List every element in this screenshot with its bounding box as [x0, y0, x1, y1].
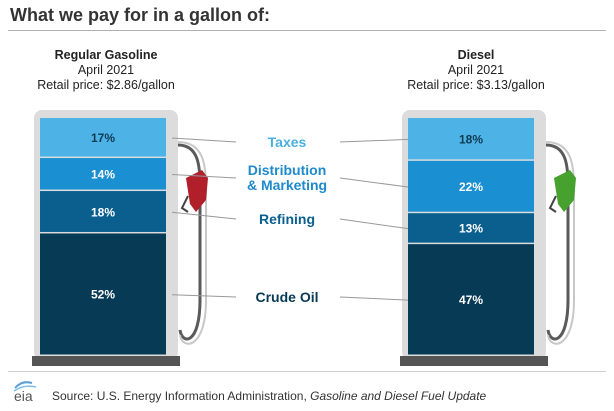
- gasoline-date: April 2021: [77, 63, 135, 77]
- source-publication: Gasoline and Diesel Fuel Update: [310, 389, 487, 403]
- taxes-connector-right: [339, 138, 409, 143]
- taxes-legend-label: Taxes: [268, 134, 307, 150]
- diesel-taxes-bar: [408, 118, 534, 160]
- gasoline-nozzle-trigger: [180, 195, 189, 213]
- distribution-legend-label-2: & Marketing: [247, 177, 327, 193]
- refining-connector-right: [339, 218, 409, 230]
- crude-connector-right: [339, 296, 409, 301]
- gasoline-price: Retail price: $2.86/gallon: [37, 78, 175, 92]
- diesel-name: Diesel: [457, 48, 495, 62]
- diesel-crude-label: 47%: [459, 293, 483, 307]
- diesel-refining-label: 13%: [459, 222, 483, 236]
- title-divider: [8, 30, 606, 31]
- gasoline-pump-base: [32, 356, 180, 366]
- gasoline-nozzle-icon: [186, 170, 208, 212]
- chart-title: What we pay for in a gallon of:: [10, 5, 271, 25]
- diesel-pump-base: [400, 356, 548, 366]
- diesel-taxes-label: 18%: [459, 132, 483, 146]
- diesel-crude-bar: [408, 244, 534, 355]
- gasoline-taxes-label: 17%: [91, 131, 115, 145]
- gasoline-taxes-bar: [40, 118, 166, 157]
- footer-divider: [8, 371, 606, 372]
- diesel-nozzle-icon: [554, 170, 576, 212]
- gasoline-hose: [177, 143, 202, 341]
- distribution-connector-left: [171, 174, 237, 179]
- gasoline-hose-highlight: [177, 141, 207, 345]
- diesel-hose: [545, 143, 570, 341]
- source-note: Source: U.S. Energy Information Administ…: [52, 389, 486, 403]
- gasoline-refining-bar: [40, 191, 166, 232]
- gasoline-name: Regular Gasoline: [54, 48, 158, 62]
- eia-logo-text: eia: [14, 388, 33, 403]
- gasoline-header: Regular Gasoline April 2021 Retail price…: [20, 48, 192, 93]
- refining-legend-label: Refining: [259, 211, 315, 227]
- distribution-legend-label-1: Distribution: [248, 162, 327, 178]
- diesel-header: Diesel April 2021 Retail price: $3.13/ga…: [390, 48, 562, 93]
- diesel-distribution-bar: [408, 160, 534, 212]
- diesel-refining-bar: [408, 213, 534, 243]
- gasoline-refining-label: 18%: [91, 205, 115, 219]
- distribution-connector-right: [339, 177, 409, 188]
- crude-connector-left: [171, 294, 237, 298]
- gasoline-crude-bar: [40, 233, 166, 355]
- diesel-nozzle-trigger: [548, 195, 557, 213]
- gasoline-crude-label: 52%: [91, 288, 115, 302]
- eia-logo: eia: [13, 381, 37, 403]
- taxes-connector-left: [171, 137, 237, 143]
- diesel-date: April 2021: [447, 63, 505, 77]
- diesel-distribution-label: 22%: [459, 180, 483, 194]
- gasoline-distribution-label: 14%: [91, 168, 115, 182]
- diesel-hose-highlight: [545, 141, 575, 345]
- diesel-price: Retail price: $3.13/gallon: [407, 78, 545, 92]
- crude-legend-label: Crude Oil: [255, 289, 318, 305]
- source-prefix: Source: U.S. Energy Information Administ…: [52, 389, 311, 403]
- refining-connector-left: [171, 211, 237, 220]
- gasoline-distribution-bar: [40, 158, 166, 190]
